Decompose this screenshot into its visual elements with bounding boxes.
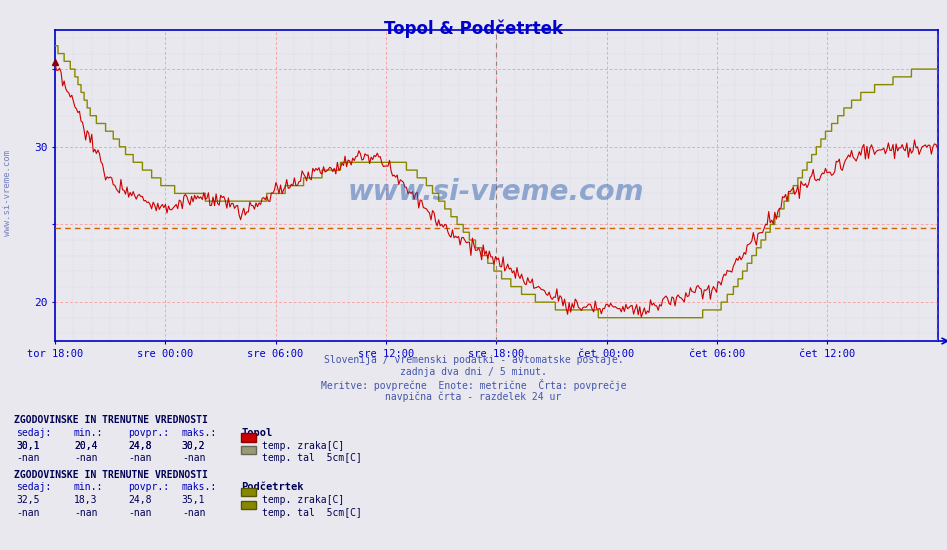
Text: povpr.:: povpr.: — [128, 428, 169, 438]
Text: 20,4: 20,4 — [74, 441, 98, 450]
Text: -nan: -nan — [128, 453, 152, 463]
Text: www.si-vreme.com: www.si-vreme.com — [348, 178, 645, 206]
Text: -nan: -nan — [16, 508, 40, 518]
Text: ZGODOVINSKE IN TRENUTNE VREDNOSTI: ZGODOVINSKE IN TRENUTNE VREDNOSTI — [14, 470, 208, 480]
Text: temp. tal  5cm[C]: temp. tal 5cm[C] — [262, 508, 362, 518]
Text: 35,1: 35,1 — [182, 495, 205, 505]
Text: -nan: -nan — [182, 508, 205, 518]
Text: zadnja dva dni / 5 minut.: zadnja dva dni / 5 minut. — [400, 367, 547, 377]
Text: temp. zraka[C]: temp. zraka[C] — [262, 441, 345, 450]
Text: sedaj:: sedaj: — [16, 482, 51, 492]
Text: min.:: min.: — [74, 428, 103, 438]
Text: 24,8: 24,8 — [128, 441, 152, 450]
Text: 24,8: 24,8 — [128, 441, 152, 450]
Text: 30,1: 30,1 — [16, 441, 40, 450]
Text: 20,4: 20,4 — [74, 441, 98, 450]
Text: -nan: -nan — [74, 453, 98, 463]
Text: ZGODOVINSKE IN TRENUTNE VREDNOSTI: ZGODOVINSKE IN TRENUTNE VREDNOSTI — [14, 415, 208, 425]
Text: Topol: Topol — [241, 428, 273, 438]
Text: min.:: min.: — [74, 482, 103, 492]
Text: 24,8: 24,8 — [128, 495, 152, 505]
Text: maks.:: maks.: — [182, 428, 217, 438]
Text: -nan: -nan — [182, 453, 205, 463]
Text: -nan: -nan — [74, 508, 98, 518]
Text: 30,2: 30,2 — [182, 441, 205, 450]
Text: povpr.:: povpr.: — [128, 482, 169, 492]
Text: navpična črta - razdelek 24 ur: navpična črta - razdelek 24 ur — [385, 391, 562, 401]
Text: 30,2: 30,2 — [182, 441, 205, 450]
Text: -nan: -nan — [128, 508, 152, 518]
Text: temp. zraka[C]: temp. zraka[C] — [262, 495, 345, 505]
Text: 32,5: 32,5 — [16, 495, 40, 505]
Text: Topol & Podčetrtek: Topol & Podčetrtek — [384, 19, 563, 38]
Text: Podčetrtek: Podčetrtek — [241, 482, 304, 492]
Text: www.si-vreme.com: www.si-vreme.com — [3, 150, 12, 235]
Text: Slovenija / vremenski podatki - avtomatske postaje.: Slovenija / vremenski podatki - avtomats… — [324, 355, 623, 365]
Text: 18,3: 18,3 — [74, 495, 98, 505]
Text: maks.:: maks.: — [182, 482, 217, 492]
Text: -nan: -nan — [16, 453, 40, 463]
Text: 30,1: 30,1 — [16, 441, 40, 450]
Text: Meritve: povprečne  Enote: metrične  Črta: povprečje: Meritve: povprečne Enote: metrične Črta:… — [321, 379, 626, 391]
Text: sedaj:: sedaj: — [16, 428, 51, 438]
Text: temp. tal  5cm[C]: temp. tal 5cm[C] — [262, 453, 362, 463]
